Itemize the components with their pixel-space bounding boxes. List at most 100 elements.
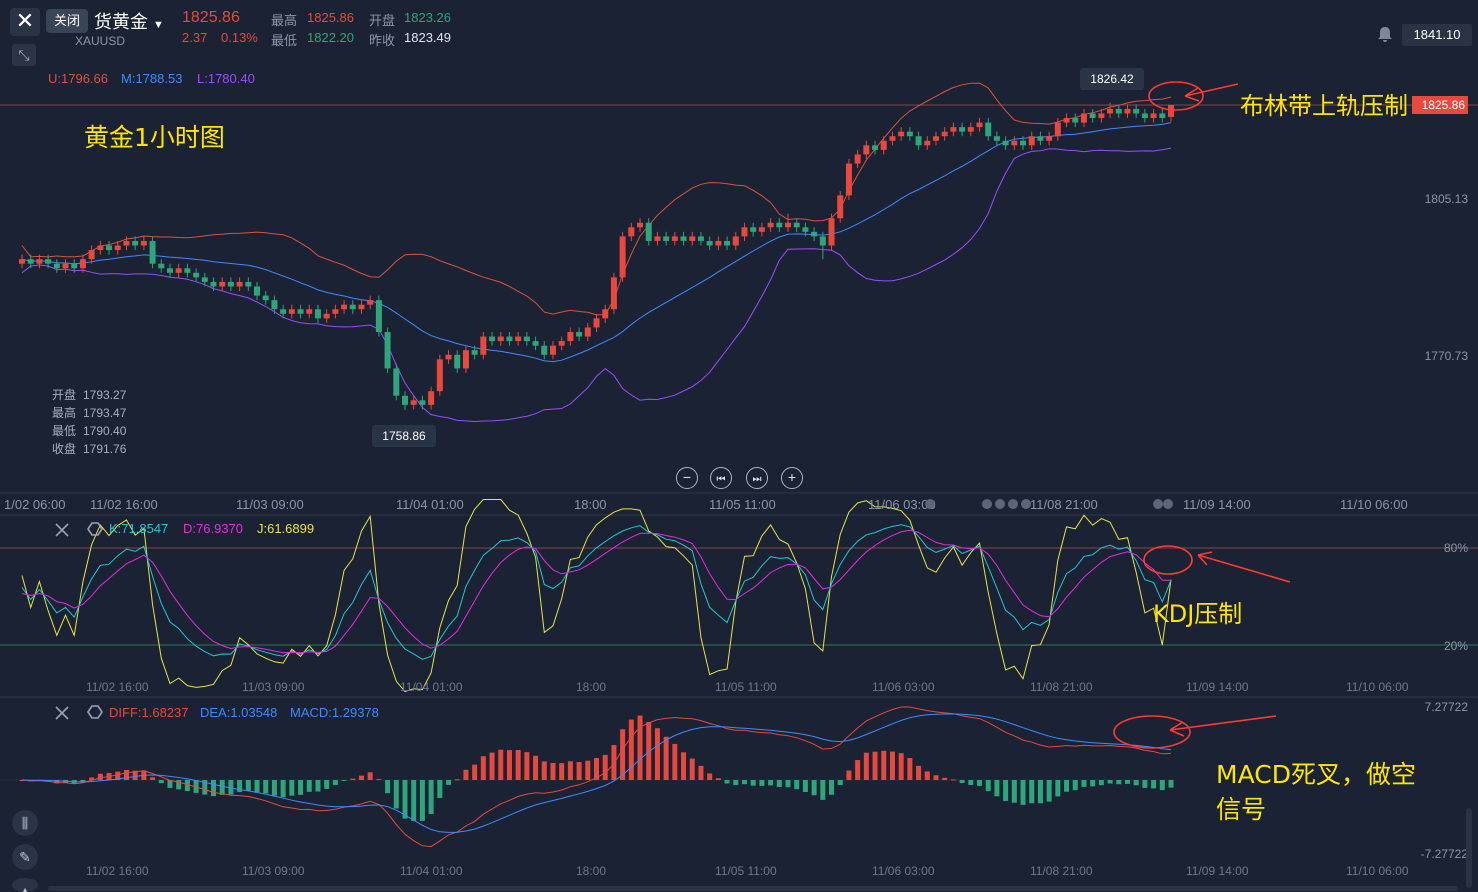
candle-body xyxy=(985,122,992,137)
candle-body xyxy=(1080,113,1087,123)
candle-body xyxy=(1020,140,1027,146)
y-tick-label: 1770.73 xyxy=(1425,349,1469,363)
candle-body xyxy=(697,236,704,241)
zoom-in-button[interactable]: + xyxy=(781,467,803,489)
dropdown-icon: ▼ xyxy=(153,19,164,31)
candle-body xyxy=(254,286,261,296)
candle-body xyxy=(489,336,496,342)
jump-start-button[interactable]: ⏮ xyxy=(710,467,732,489)
macd-bar xyxy=(985,780,991,792)
x-tick-label: 18:00 xyxy=(576,680,606,694)
x-tick-label: 11/10 06:00 xyxy=(1346,864,1409,878)
x-tick-label: 11/06 03:00 xyxy=(872,680,935,694)
macd-bar xyxy=(907,758,913,780)
candle-body xyxy=(123,240,130,246)
min-price-callout xyxy=(372,425,436,447)
instrument-title-text: 货黄金 xyxy=(94,12,148,32)
price-alert-value[interactable]: 1841.10 xyxy=(1402,24,1472,46)
macd-bar xyxy=(1142,780,1148,788)
kdj-20-label: 20% xyxy=(1444,639,1468,653)
macd-bar xyxy=(698,765,704,780)
macd-bar xyxy=(472,764,478,780)
candle-body xyxy=(280,309,287,314)
macd-bar xyxy=(811,780,817,796)
macd-bar xyxy=(585,760,591,780)
macd-bar xyxy=(1107,780,1113,784)
scroll-dot xyxy=(925,499,935,509)
kdj-k-legend: K:71.8547 xyxy=(109,521,168,536)
candle-body xyxy=(436,359,443,392)
macd-settings-icon[interactable] xyxy=(87,705,103,719)
macd-bar xyxy=(237,780,243,793)
tool-button[interactable]: ▲ xyxy=(12,878,38,892)
candle-body xyxy=(227,281,234,287)
kdj-d-line xyxy=(21,529,1172,654)
candle-body xyxy=(706,240,713,246)
macd-bar xyxy=(602,754,608,780)
scroll-dot xyxy=(1163,499,1173,509)
macd-bar xyxy=(498,749,504,780)
candle-body xyxy=(175,268,182,273)
boll-upper-legend: U:1796.66 xyxy=(48,71,108,86)
x-tick-label: 18:00 xyxy=(576,864,606,878)
macd-bar xyxy=(1168,780,1174,788)
scroll-dot xyxy=(1021,499,1031,509)
jump-end-button[interactable]: ⏭ xyxy=(746,467,768,489)
zoom-out-button[interactable]: − xyxy=(676,467,698,489)
vertical-scrollbar[interactable] xyxy=(1466,808,1472,888)
close-button[interactable]: ✕ xyxy=(10,8,40,36)
macd-bar xyxy=(733,780,739,786)
macd-bar xyxy=(219,780,225,795)
candle-body xyxy=(497,336,504,342)
macd-bar xyxy=(1124,780,1130,784)
expand-button[interactable]: ⤡ xyxy=(12,44,36,66)
candle-body xyxy=(680,236,687,241)
scroll-dot xyxy=(1153,499,1163,509)
macd-dea-legend: DEA:1.03548 xyxy=(200,705,277,720)
macd-arrow xyxy=(1169,715,1277,737)
x-tick-label: 11/09 14:00 xyxy=(1186,864,1249,878)
macd-bar xyxy=(341,780,347,781)
macd-min-label: -7.27722 xyxy=(1421,847,1469,861)
macd-bar xyxy=(193,780,199,793)
macd-bar xyxy=(228,780,234,795)
candle-body xyxy=(541,345,548,355)
horizontal-scrollbar[interactable] xyxy=(48,886,1458,891)
boll-highlight-ellipse xyxy=(1148,81,1204,111)
candle-body xyxy=(515,336,522,342)
candle-body xyxy=(1072,118,1079,123)
macd-bar xyxy=(707,773,713,780)
candle-body xyxy=(645,222,652,241)
macd-diff-line xyxy=(21,706,1172,848)
macd-diff-legend: DIFF:1.68237 xyxy=(109,705,189,720)
draw-button[interactable]: ✎ xyxy=(12,844,38,870)
macd-bar xyxy=(271,780,277,796)
alert-button[interactable] xyxy=(1376,25,1394,43)
skip-back-icon: ⏮ xyxy=(716,474,726,485)
kdj-settings-icon[interactable] xyxy=(87,522,103,536)
scroll-dot xyxy=(982,499,992,509)
candle-body xyxy=(97,245,104,251)
chart-type-button[interactable]: ⫼ xyxy=(12,810,38,836)
macd-close-icon[interactable] xyxy=(55,706,69,720)
candle-body xyxy=(967,127,974,132)
macd-bar xyxy=(802,780,808,793)
macd-bar xyxy=(846,770,852,780)
macd-bar xyxy=(889,751,895,780)
x-tick-label: 11/04 01:00 xyxy=(400,680,463,694)
candle-body xyxy=(297,309,304,314)
plus-icon: + xyxy=(787,469,797,485)
candle-body xyxy=(71,263,78,269)
macd-bar xyxy=(559,763,565,780)
candle-body xyxy=(663,236,670,241)
macd-bar xyxy=(750,780,756,786)
candle-body xyxy=(863,145,870,155)
instrument-title[interactable]: 货黄金 ▼ xyxy=(94,8,164,34)
macd-bar xyxy=(1029,780,1035,804)
kdj-close-icon[interactable] xyxy=(55,523,69,537)
candle-body xyxy=(828,218,835,246)
candle-body xyxy=(567,332,574,342)
candle-body xyxy=(906,131,913,137)
macd-bar xyxy=(1133,780,1139,786)
